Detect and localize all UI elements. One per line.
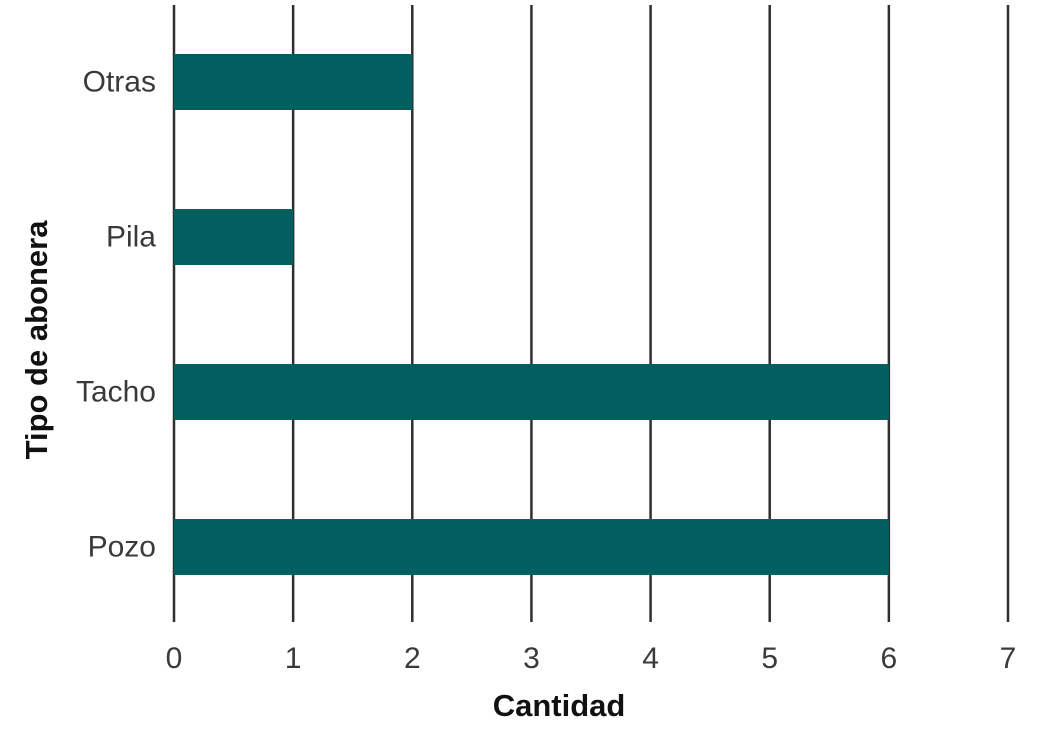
x-tick-label-2: 2 (404, 642, 421, 675)
bar-pozo (174, 519, 889, 575)
y-axis-title: Tipo de abonera (19, 220, 54, 460)
x-tick-label-0: 0 (166, 642, 183, 675)
bar-layer (174, 54, 889, 575)
x-tick-labels: 0 1 2 3 4 5 6 7 (166, 642, 1017, 675)
bar-tacho (174, 364, 889, 420)
x-axis-title: Cantidad (493, 688, 626, 723)
x-tick-label-5: 5 (761, 642, 778, 675)
x-tick-label-7: 7 (1000, 642, 1017, 675)
x-tick-label-6: 6 (881, 642, 898, 675)
bar-pila (174, 209, 294, 265)
y-tick-label-tacho: Tacho (76, 376, 156, 409)
x-tick-label-3: 3 (523, 642, 540, 675)
x-tick-label-1: 1 (285, 642, 302, 675)
y-tick-label-otras: Otras (83, 66, 156, 99)
y-tick-label-pila: Pila (106, 221, 156, 254)
y-tick-label-pozo: Pozo (88, 531, 156, 564)
x-tick-label-4: 4 (642, 642, 659, 675)
bar-otras (174, 54, 413, 110)
y-tick-labels: Otras Pila Tacho Pozo (76, 66, 156, 564)
